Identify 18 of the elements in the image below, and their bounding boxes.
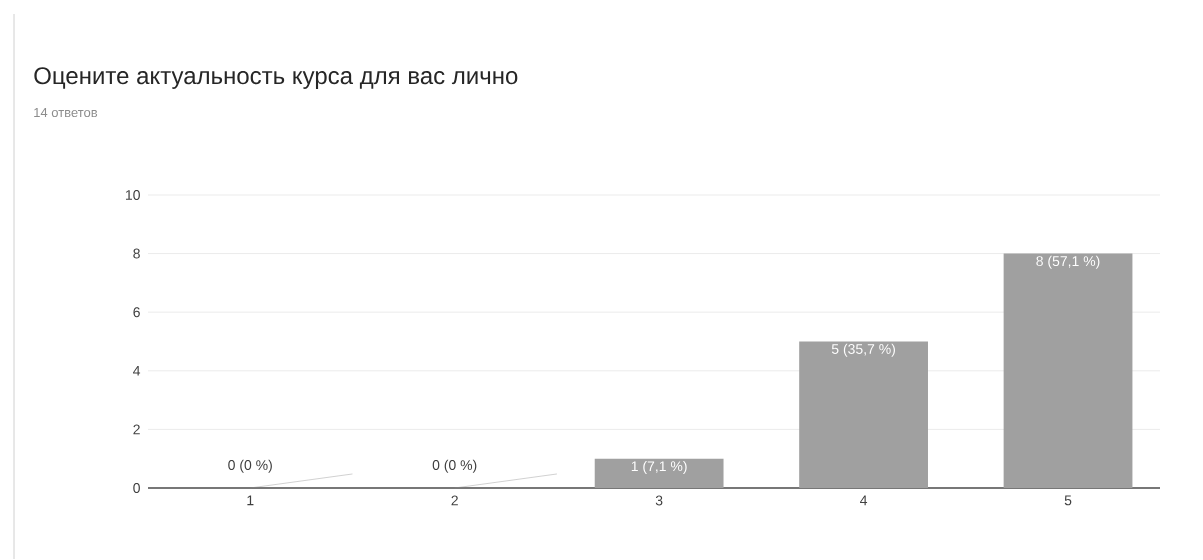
chart-subtitle: 14 ответов [34, 108, 98, 118]
x-tick-label: 1 [247, 495, 254, 506]
y-tick-label: 6 [133, 307, 140, 318]
x-tick-label: 3 [655, 495, 663, 506]
chart-title: Оцените актуальность курса для вас лично [34, 67, 518, 90]
data-label: 0 (0 %) [432, 459, 477, 473]
data-label: 1 (7,1 %) [631, 461, 687, 475]
x-tick-label: 2 [451, 495, 458, 506]
data-label: 8 (57,1 %) [1036, 255, 1100, 269]
y-tick-label: 8 [133, 248, 140, 259]
y-tick-label: 4 [133, 366, 141, 376]
y-tick-label: 2 [133, 424, 140, 435]
x-tick-label: 5 [1064, 495, 1072, 506]
y-tick-label: 10 [125, 190, 140, 201]
y-tick-label: 0 [133, 483, 140, 494]
data-label: 0 (0 %) [228, 459, 272, 473]
data-label: 5 (35,7 %) [831, 343, 895, 357]
x-tick-label: 4 [860, 495, 868, 506]
